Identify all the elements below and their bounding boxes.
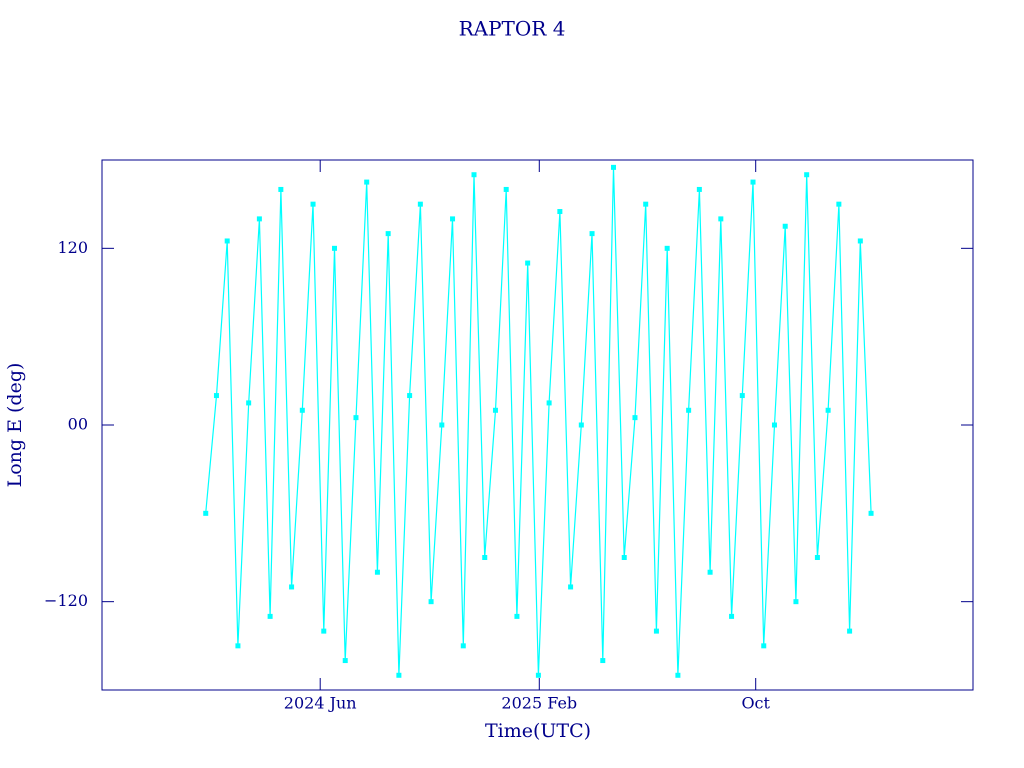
marker: [621, 555, 627, 560]
marker: [224, 238, 230, 244]
marker: [718, 216, 724, 222]
marker: [417, 201, 423, 207]
marker: [611, 164, 617, 170]
marker: [825, 407, 831, 413]
marker: [428, 599, 434, 605]
x-tick-label: 2025 Feb: [501, 694, 577, 713]
plot-frame: [101, 159, 974, 691]
marker: [471, 172, 477, 178]
marker: [278, 186, 284, 192]
chart-title: RAPTOR 4: [459, 17, 566, 41]
marker: [568, 584, 574, 590]
marker: [503, 186, 509, 192]
marker: [525, 260, 531, 266]
marker: [235, 643, 241, 649]
marker: [342, 658, 348, 664]
marker: [557, 209, 563, 215]
marker: [546, 400, 552, 406]
marker: [321, 628, 327, 634]
marker: [332, 245, 338, 251]
marker: [299, 407, 305, 413]
marker: [653, 628, 659, 634]
marker: [353, 415, 359, 421]
marker: [793, 599, 799, 605]
marker: [385, 231, 391, 237]
marker: [686, 407, 692, 413]
marker: [804, 172, 810, 178]
marker: [814, 555, 820, 560]
marker: [600, 658, 606, 664]
marker: [675, 672, 681, 678]
series-line: [205, 167, 872, 676]
x-axis-label: Time(UTC): [485, 720, 591, 742]
y-axis-label: Long E (deg): [4, 363, 26, 488]
y-tick-label: 00: [68, 415, 88, 434]
marker: [750, 179, 756, 185]
marker: [578, 422, 584, 428]
marker: [707, 569, 713, 575]
marker: [267, 613, 273, 619]
marker: [868, 510, 874, 516]
marker: [589, 231, 595, 237]
marker: [761, 643, 767, 649]
marker: [407, 393, 413, 399]
marker: [771, 422, 777, 428]
marker: [310, 201, 316, 207]
marker: [514, 613, 520, 619]
marker: [739, 393, 745, 399]
marker: [847, 628, 853, 634]
marker: [460, 643, 466, 649]
x-tick-label: Oct: [741, 694, 770, 713]
marker: [643, 201, 649, 207]
marker: [439, 422, 445, 428]
marker: [696, 186, 702, 192]
marker: [664, 245, 670, 251]
marker: [632, 415, 638, 421]
y-tick-label: −120: [44, 591, 88, 610]
marker: [289, 584, 295, 590]
marker: [450, 216, 456, 222]
marker: [246, 400, 252, 406]
marker: [203, 510, 209, 516]
x-tick-label: 2024 Jun: [284, 694, 357, 713]
marker: [396, 672, 402, 678]
marker: [364, 179, 370, 185]
marker: [836, 201, 842, 207]
marker: [374, 569, 380, 575]
series: [203, 164, 874, 678]
marker: [256, 216, 262, 222]
marker: [782, 223, 788, 229]
marker: [729, 613, 735, 619]
marker: [213, 393, 219, 399]
marker: [482, 555, 488, 560]
marker: [535, 672, 541, 678]
marker: [492, 407, 498, 413]
y-tick-label: 120: [57, 238, 88, 257]
marker: [857, 238, 863, 244]
